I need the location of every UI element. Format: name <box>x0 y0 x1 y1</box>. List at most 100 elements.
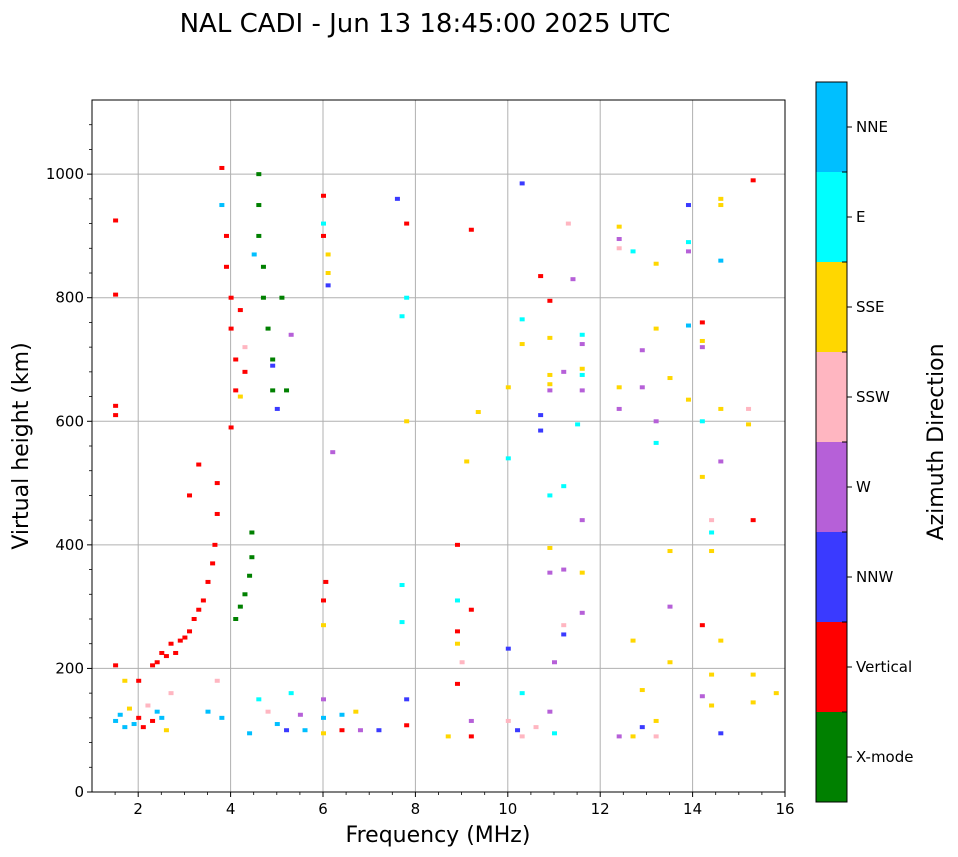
ionogram-echo-point <box>256 233 262 238</box>
ionogram-echo-point <box>237 394 243 399</box>
ionogram-echo-point <box>288 332 294 337</box>
ionogram-echo-point <box>547 709 553 714</box>
ionogram-echo-point <box>561 484 567 489</box>
x-axis-ticks: 2 4 6 8 10 12 14 16 <box>114 792 795 818</box>
colorbar-segment <box>816 172 847 262</box>
ionogram-echo-point <box>404 723 410 728</box>
ionogram-echo-point <box>228 425 234 430</box>
ionogram-echo-point <box>616 734 622 739</box>
ionogram-echo-point <box>325 271 331 275</box>
data-marks <box>113 165 779 739</box>
ionogram-echo-point <box>163 728 169 733</box>
ionogram-echo-point <box>750 700 756 705</box>
ionogram-echo-point <box>709 703 715 708</box>
ionogram-echo-point <box>191 617 197 621</box>
ionogram-echo-point <box>177 638 183 643</box>
ionogram-echo-point <box>321 697 326 702</box>
ionogram-echo-point <box>468 227 474 232</box>
ionogram-echo-point <box>223 264 229 269</box>
ionogram-echo-point <box>126 706 132 711</box>
ionogram-echo-point <box>505 718 511 723</box>
ionogram-echo-point <box>325 283 331 288</box>
x-tick-label: 2 <box>133 800 143 818</box>
x-tick-label: 4 <box>226 800 236 818</box>
ionogram-echo-point <box>113 218 119 223</box>
colorbar-category-label: SSW <box>856 388 890 406</box>
ionogram-echo-point <box>565 221 571 226</box>
ionogram-echo-point <box>616 237 622 242</box>
ionogram-echo-point <box>150 663 156 668</box>
ionogram-echo-point <box>579 570 585 575</box>
ionogram-echo-point <box>552 731 557 736</box>
colorbar-category-label: W <box>856 478 871 496</box>
ionogram-echo-point <box>270 388 276 393</box>
y-tick-label: 800 <box>55 289 84 307</box>
ionogram-echo-point <box>515 728 521 733</box>
ionogram-echo-point <box>454 681 460 686</box>
ionogram-echo-point <box>685 397 691 402</box>
ionogram-echo-point <box>325 252 331 257</box>
ionogram-echo-point <box>249 555 255 560</box>
ionogram-echo-point <box>302 728 308 733</box>
ionogram-echo-point <box>404 221 410 226</box>
ionogram-echo-point <box>709 530 715 535</box>
colorbar-category-label: E <box>856 208 865 226</box>
ionogram-echo-point <box>330 450 336 455</box>
ionogram-echo-point <box>187 493 193 498</box>
ionogram-echo-point <box>579 366 585 371</box>
ionogram-echo-point <box>667 549 673 554</box>
ionogram-echo-point <box>639 725 645 730</box>
ionogram-echo-point <box>399 620 405 625</box>
colorbar-segment <box>816 352 847 442</box>
ionogram-echo-point <box>233 617 239 621</box>
ionogram-echo-point <box>639 385 645 390</box>
ionogram-echo-point <box>653 440 659 445</box>
ionogram-echo-point <box>579 388 585 393</box>
colorbar-segment <box>816 622 847 712</box>
ionogram-echo-point <box>131 722 137 727</box>
ionogram-echo-point <box>547 545 553 550</box>
ionogram-echo-point <box>159 650 165 655</box>
ionogram-echo-point <box>323 579 329 584</box>
ionogram-echo-point <box>233 357 239 362</box>
ionogram-echo-point <box>219 203 225 208</box>
ionogram-echo-point <box>454 598 460 603</box>
ionogram-echo-point <box>219 165 225 170</box>
colorbar-category-label: NNW <box>856 568 893 586</box>
ionogram-echo-point <box>154 709 160 714</box>
x-tick-label: 6 <box>318 800 328 818</box>
ionogram-echo-point <box>205 579 211 584</box>
ionogram-echo-point <box>630 638 636 643</box>
ionogram-echo-point <box>288 691 294 696</box>
ionogram-echo-point <box>321 715 326 720</box>
ionogram-echo-point <box>475 410 481 415</box>
y-tick-label: 600 <box>55 412 84 430</box>
ionogram-echo-point <box>200 598 206 603</box>
ionogram-echo-point <box>699 623 705 628</box>
ionogram-echo-point <box>579 372 585 377</box>
ionogram-echo-point <box>321 731 326 736</box>
colorbar-segment <box>816 442 847 532</box>
x-tick-label: 14 <box>683 800 702 818</box>
ionogram-echo-point <box>570 277 576 282</box>
y-tick-label: 1000 <box>46 165 84 183</box>
ionogram-echo-point <box>718 638 724 643</box>
ionogram-echo-point <box>454 629 460 634</box>
y-tick-label: 200 <box>55 659 84 677</box>
ionogram-echo-point <box>616 224 622 229</box>
ionogram-echo-point <box>173 650 179 655</box>
ionogram-echo-point <box>685 240 691 245</box>
ionogram-echo-point <box>579 518 585 523</box>
ionogram-echo-point <box>699 320 705 325</box>
colorbar-segment <box>816 712 847 802</box>
ionogram-echo-point <box>505 385 511 390</box>
ionogram-echo-point <box>464 459 470 464</box>
ionogram-echo-point <box>113 663 119 668</box>
ionogram-echo-point <box>212 542 218 547</box>
ionogram-echo-point <box>122 678 128 683</box>
ionogram-echo-point <box>284 388 290 393</box>
ionogram-echo-point <box>685 203 691 208</box>
ionogram-echo-point <box>237 604 243 609</box>
ionogram-echo-point <box>505 456 511 461</box>
colorbar-segment <box>816 82 847 172</box>
